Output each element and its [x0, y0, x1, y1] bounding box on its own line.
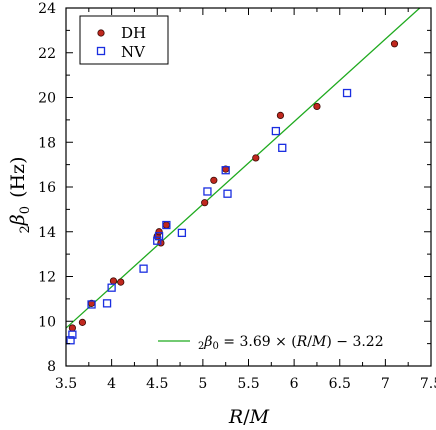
y-axis-label-subscript: 2 — [18, 225, 33, 233]
x-tick-label: 4 — [107, 376, 116, 392]
nv-data-point — [221, 166, 230, 175]
y-tick-label: 18 — [38, 135, 56, 151]
fit-label-rhs: = 3.69 × ( — [219, 334, 297, 350]
nv-data-point — [177, 228, 187, 238]
legend-dh-marker — [97, 29, 105, 37]
dh-data-point — [210, 176, 218, 184]
nv-data-point — [203, 187, 212, 196]
plot-frame — [65, 7, 432, 367]
x-tick-label: 5 — [198, 376, 207, 392]
dh-data-point — [109, 277, 118, 285]
x-tick-label: 4.5 — [146, 376, 168, 392]
y-axis-label-unit: (Hz) — [7, 157, 29, 198]
y-tick-label: 24 — [38, 1, 56, 17]
y-tick-label: 20 — [38, 91, 56, 107]
x-axis-label-slash: / — [243, 406, 250, 428]
nv-data-point — [154, 232, 164, 241]
fit-label-prefix-sub: 2 — [198, 341, 204, 352]
dh-data-point — [162, 221, 170, 229]
dh-data-point — [78, 318, 87, 326]
dh-data-point — [252, 154, 260, 162]
dh-data-point — [276, 111, 285, 120]
fit-label-slash: / — [307, 334, 312, 350]
x-axis-label-m: M — [249, 406, 270, 428]
tick-labels-layer: 3.5 4 4.5 5 5.5 6 6.5 7 7.5 8 10 12 14 16 18 20 22 24 — [38, 1, 436, 392]
fit-label-r: R — [296, 334, 308, 350]
legend-nv-marker — [96, 46, 106, 56]
nv-data-point — [107, 283, 116, 292]
nv-data-point — [223, 189, 232, 198]
legend-box — [79, 15, 169, 65]
x-tick-label: 7.5 — [420, 376, 436, 392]
y-tick-label: 10 — [38, 314, 56, 330]
dh-data-point — [68, 324, 76, 332]
fit-line-layer — [66, 8, 421, 329]
dh-data-point — [155, 228, 163, 236]
x-tick-label: 7 — [381, 376, 390, 392]
dh-data-point — [390, 40, 399, 48]
x-tick-label: 6 — [290, 376, 299, 392]
dh-data-point — [313, 102, 321, 111]
nv-data-point — [139, 264, 148, 273]
y-axis-label: 2β0 (Hz) — [7, 157, 33, 234]
legend-nv-label: NV — [121, 43, 146, 61]
y-axis-label-sub0: 0 — [18, 206, 33, 214]
legend: DH NV — [79, 15, 169, 65]
nv-data-point — [68, 330, 77, 339]
y-tick-label: 22 — [38, 46, 56, 62]
y-tick-label: 16 — [38, 180, 56, 196]
fit-legend-label: 2β0 = 3.69 × (R/M) − 3.22 — [198, 334, 384, 352]
y-tick-label: 12 — [38, 270, 56, 286]
nv-data-point — [342, 88, 352, 98]
fit-label-sub0: 0 — [212, 341, 218, 352]
x-tick-label: 6.5 — [329, 376, 351, 392]
dh-data-point — [201, 199, 209, 207]
fit-label-tail: ) − 3.22 — [326, 334, 383, 350]
data-points-layer — [66, 40, 399, 345]
fit-legend: 2β0 = 3.69 × (R/M) − 3.22 — [158, 334, 384, 352]
fit-line — [66, 8, 421, 329]
fit-label-m: M — [311, 334, 327, 350]
y-tick-label: 8 — [47, 359, 56, 375]
y-tick-label: 14 — [38, 225, 56, 241]
x-axis-label: R/M — [228, 406, 270, 428]
nv-data-point — [66, 336, 75, 345]
nv-data-point — [162, 220, 171, 230]
x-axis-label-r: R — [228, 406, 243, 428]
legend-dh-label: DH — [121, 24, 146, 42]
y-axis-label-symbol: β — [7, 214, 29, 226]
nv-data-point — [278, 143, 287, 152]
dh-data-point — [117, 278, 125, 286]
nv-data-point — [271, 126, 281, 136]
nv-data-point — [153, 236, 162, 245]
x-tick-label: 3.5 — [55, 376, 77, 392]
x-tick-label: 5.5 — [237, 376, 259, 392]
fit-label-symbol: β — [203, 334, 212, 350]
nv-data-point — [102, 299, 112, 308]
nv-data-point — [87, 300, 96, 309]
